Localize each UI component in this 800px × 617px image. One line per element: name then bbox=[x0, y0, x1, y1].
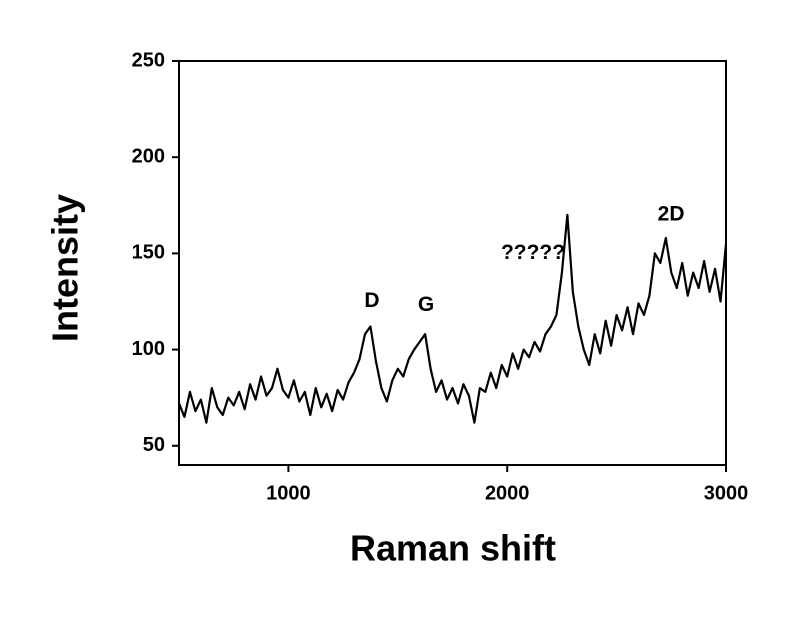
x-tick-label: 1000 bbox=[266, 482, 311, 504]
annotation: ????? bbox=[501, 241, 565, 264]
x-tick-label: 3000 bbox=[704, 482, 749, 504]
annotation: 2D bbox=[658, 202, 685, 225]
y-axis-title: Intensity bbox=[45, 194, 86, 342]
annotation: D bbox=[364, 289, 379, 312]
spectrum-line bbox=[177, 213, 728, 424]
y-tick-label: 200 bbox=[132, 145, 165, 167]
y-tick-label: 50 bbox=[143, 434, 165, 456]
y-tick-label: 150 bbox=[132, 242, 165, 264]
y-tick-label: 250 bbox=[132, 49, 165, 71]
y-tick-label: 100 bbox=[132, 338, 165, 360]
x-axis-title: Raman shift bbox=[350, 528, 556, 569]
plot-frame bbox=[178, 60, 727, 466]
annotation: G bbox=[418, 293, 434, 316]
x-tick-label: 2000 bbox=[485, 482, 530, 504]
